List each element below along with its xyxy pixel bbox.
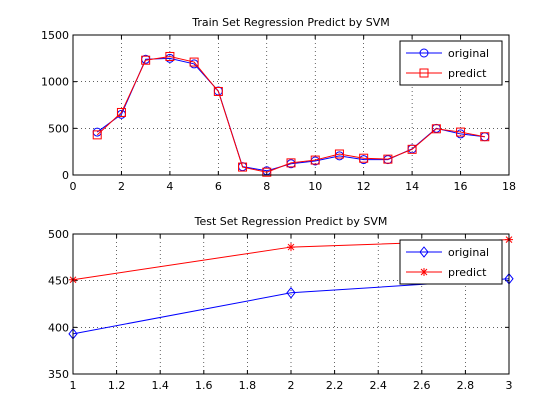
- data-point-original: [286, 286, 296, 299]
- x-tick-label: 2: [118, 180, 125, 193]
- x-tick-label: 4: [166, 180, 173, 193]
- legend-marker-original: [419, 246, 429, 258]
- x-tick-label: 2.4: [369, 379, 387, 392]
- x-tick-label: 1.6: [195, 379, 213, 392]
- x-tick-label: 14: [405, 180, 419, 193]
- x-tick-label: 6: [215, 180, 222, 193]
- data-point-predict: [189, 57, 199, 67]
- data-point-predict: [141, 55, 151, 65]
- data-point-predict: [165, 51, 175, 61]
- legend-marker-original: [419, 48, 429, 58]
- y-tick-label: 450: [48, 275, 69, 288]
- y-tick-label: 500: [48, 228, 69, 241]
- axes-box: [72, 34, 510, 176]
- legend-label-predict: predict: [448, 266, 487, 279]
- legend-label-original: original: [448, 246, 489, 259]
- data-point-predict: [359, 153, 369, 163]
- chart-title: Test Set Regression Predict by SVM: [194, 215, 388, 228]
- legend-box: [399, 239, 503, 285]
- axes-box: [72, 233, 510, 375]
- data-point-predict: [286, 158, 296, 168]
- x-tick-label: 2.2: [326, 379, 344, 392]
- data-point-predict: [287, 243, 295, 252]
- x-tick-label: 0: [70, 180, 77, 193]
- data-point-predict: [92, 130, 102, 140]
- data-point-predict: [310, 155, 320, 165]
- x-tick-label: 1.2: [108, 379, 126, 392]
- x-tick-label: 1.8: [239, 379, 257, 392]
- y-tick-label: 1500: [41, 29, 69, 42]
- series-predict: [92, 51, 490, 177]
- legend-box: [399, 40, 503, 86]
- legend: original predict: [399, 239, 503, 285]
- legend-label-original: original: [448, 47, 489, 60]
- x-tick-label: 2.6: [413, 379, 431, 392]
- x-tick-label: 2: [288, 379, 295, 392]
- data-point-predict: [334, 149, 344, 159]
- data-point-predict: [238, 162, 248, 172]
- x-tick-label: 10: [308, 180, 322, 193]
- x-tick-label: 1.4: [151, 379, 169, 392]
- data-point-predict: [262, 167, 272, 177]
- x-tick-label: 1: [70, 379, 77, 392]
- x-tick-label: 2.8: [457, 379, 475, 392]
- data-point-predict: [407, 144, 417, 154]
- x-tick-label: 8: [263, 180, 270, 193]
- y-tick-label: 400: [48, 321, 69, 334]
- legend: original predict: [399, 40, 503, 86]
- series-line-predict: [96, 55, 485, 173]
- y-tick-label: 500: [48, 122, 69, 135]
- data-point-predict: [213, 86, 223, 96]
- data-point-predict: [456, 127, 466, 137]
- data-point-predict: [480, 132, 490, 142]
- test-set-chart: Test Set Regression Predict by SVM 1 1.2 1.…: [48, 215, 514, 392]
- legend-label-predict: predict: [448, 67, 487, 80]
- chart-title: Train Set Regression Predict by SVM: [191, 16, 389, 29]
- y-tick-label: 350: [48, 368, 69, 381]
- data-point-predict: [383, 154, 393, 164]
- x-tick-label: 16: [454, 180, 468, 193]
- train-set-chart: Train Set Regression Predict by SVM 0 2 4 6 8…: [41, 16, 516, 193]
- data-point-predict: [116, 107, 126, 117]
- x-tick-label: 3: [506, 379, 513, 392]
- y-tick-label: 0: [62, 169, 69, 182]
- x-tick-label: 18: [502, 180, 516, 193]
- y-tick-label: 1000: [41, 76, 69, 89]
- legend-marker-predict: [419, 68, 429, 78]
- data-point-predict: [431, 124, 441, 134]
- x-tick-label: 12: [357, 180, 371, 193]
- legend-marker-predict: [420, 268, 428, 276]
